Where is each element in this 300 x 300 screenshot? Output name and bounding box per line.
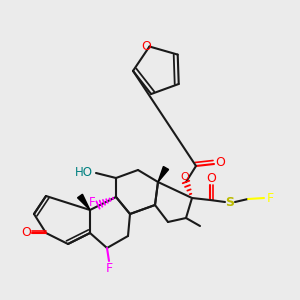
Text: F: F: [105, 262, 112, 275]
Polygon shape: [78, 194, 90, 210]
Text: F: F: [89, 196, 95, 208]
Text: O: O: [142, 40, 152, 53]
Text: O: O: [181, 172, 189, 182]
Text: F: F: [266, 191, 274, 205]
Text: S: S: [226, 196, 235, 208]
Text: O: O: [21, 226, 31, 239]
Text: HO: HO: [75, 166, 93, 178]
Text: O: O: [215, 157, 225, 169]
Text: O: O: [206, 172, 216, 185]
Polygon shape: [158, 167, 169, 182]
